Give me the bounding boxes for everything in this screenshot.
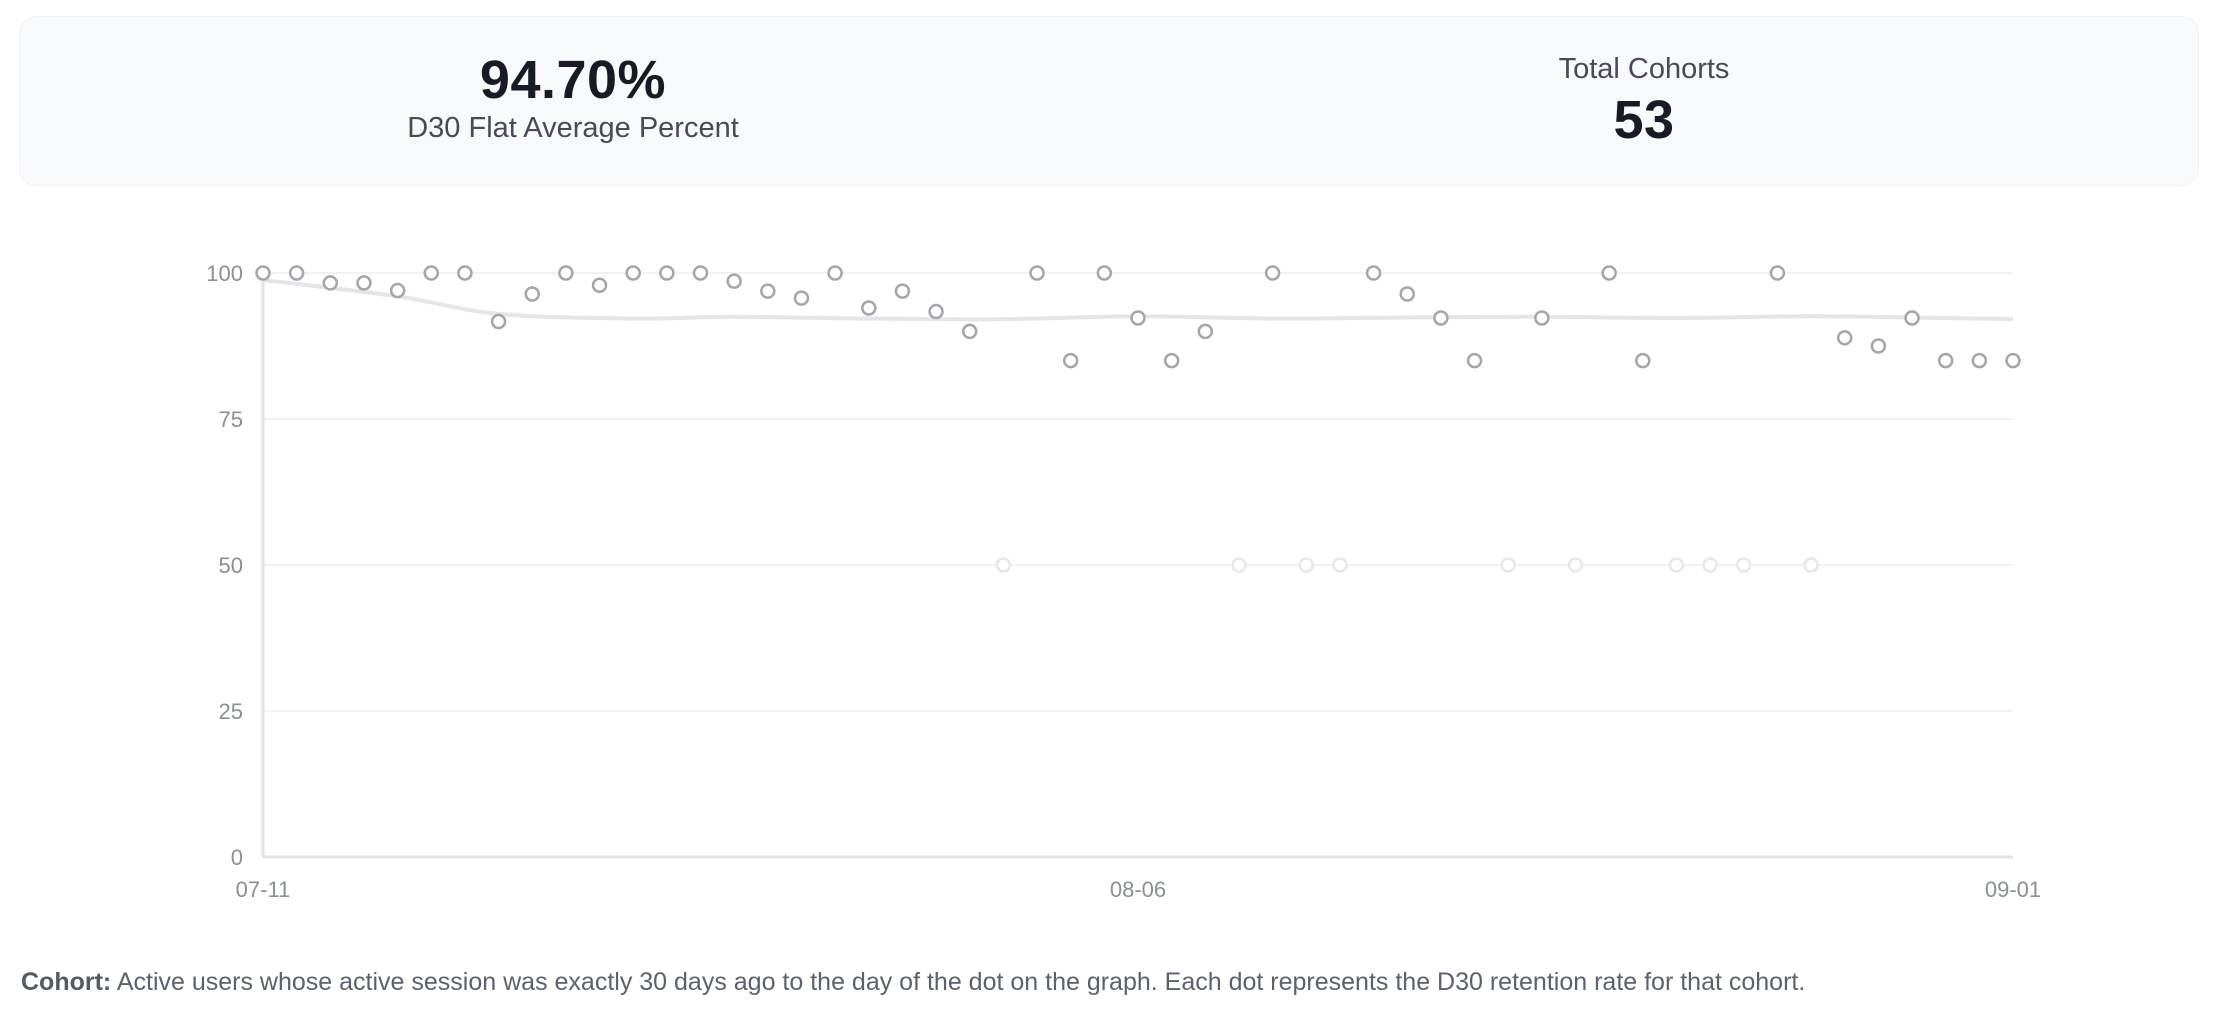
data-point xyxy=(1971,352,1988,369)
data-point xyxy=(1567,557,1584,573)
data-point xyxy=(1298,557,1315,573)
average-stat: 94.70% D30 Flat Average Percent xyxy=(407,50,739,148)
cohorts-value: 53 xyxy=(1613,89,1675,150)
cohorts-stat: Total Cohorts 53 xyxy=(1559,51,1730,150)
data-point xyxy=(827,265,843,281)
data-point xyxy=(928,303,944,320)
data-point xyxy=(1130,310,1146,326)
data-point xyxy=(1332,557,1348,573)
retention-chart: 0 25 50 75 100 07-11 08-06 09-01 xyxy=(0,200,2222,920)
data-point xyxy=(423,265,440,281)
cohort-footnote: Cohort: Active users whose active sessio… xyxy=(21,968,1805,997)
y-tick-label: 50 xyxy=(219,553,243,578)
y-tick-label: 75 xyxy=(219,407,243,432)
data-point xyxy=(255,265,271,281)
data-point xyxy=(1870,338,1887,354)
data-point xyxy=(1836,330,1853,346)
data-point xyxy=(894,283,911,299)
data-point xyxy=(389,282,406,299)
cohorts-label: Total Cohorts xyxy=(1558,53,1730,85)
y-tick-label: 100 xyxy=(206,261,243,286)
data-point xyxy=(1264,265,1281,281)
data-point xyxy=(591,277,608,294)
data-point xyxy=(288,265,305,281)
data-points xyxy=(255,265,2021,573)
data-point xyxy=(692,265,709,281)
data-point xyxy=(1365,265,1382,281)
data-point xyxy=(2005,352,2021,369)
data-point xyxy=(1937,352,1954,369)
x-tick-label: 09-01 xyxy=(1985,877,2041,902)
data-point xyxy=(1736,557,1752,573)
chart-canvas: 0 25 50 75 100 07-11 08-06 09-01 xyxy=(206,261,2041,902)
footnote-label: Cohort: xyxy=(21,968,112,996)
summary-panel: 94.70% D30 Flat Average Percent Total Co… xyxy=(20,17,2198,185)
y-tick-label: 0 xyxy=(231,845,243,870)
data-point xyxy=(1803,557,1819,573)
data-point xyxy=(961,323,978,340)
data-point xyxy=(861,300,877,316)
x-tick-label: 08-06 xyxy=(1110,877,1166,902)
data-point xyxy=(1197,323,1214,340)
data-point xyxy=(793,290,810,306)
y-tick-labels: 0 25 50 75 100 xyxy=(206,261,243,870)
y-tick-label: 25 xyxy=(219,699,243,724)
data-point xyxy=(659,265,675,281)
data-point xyxy=(1399,286,1415,302)
data-point xyxy=(1433,310,1449,326)
data-point xyxy=(490,313,507,330)
grid-lines xyxy=(263,272,2013,712)
data-point xyxy=(524,286,540,302)
data-point xyxy=(457,265,473,281)
data-point xyxy=(726,273,742,289)
data-point xyxy=(558,265,574,281)
average-label: D30 Flat Average Percent xyxy=(407,112,739,145)
data-point xyxy=(1231,557,1247,573)
average-value: 94.70% xyxy=(479,50,667,110)
data-point xyxy=(1769,265,1786,281)
data-point xyxy=(1904,310,1920,326)
data-point xyxy=(1668,557,1685,573)
data-point xyxy=(1029,265,1045,281)
data-point xyxy=(1635,352,1651,369)
data-point xyxy=(1534,310,1550,326)
axes xyxy=(261,273,2013,859)
data-point xyxy=(322,275,339,291)
data-point xyxy=(1466,352,1483,369)
x-tick-labels: 07-11 08-06 09-01 xyxy=(236,877,2041,902)
footnote-text: Active users whose active session was ex… xyxy=(116,968,1806,996)
data-point xyxy=(1163,352,1180,369)
data-point xyxy=(1500,557,1516,573)
data-point xyxy=(1096,265,1113,281)
data-point xyxy=(1062,352,1079,369)
data-point xyxy=(1702,557,1718,573)
data-point xyxy=(356,275,372,291)
data-point xyxy=(760,283,776,299)
data-point xyxy=(995,557,1012,573)
data-point xyxy=(625,265,641,281)
data-point xyxy=(1601,265,1617,281)
x-tick-label: 07-11 xyxy=(236,877,291,902)
